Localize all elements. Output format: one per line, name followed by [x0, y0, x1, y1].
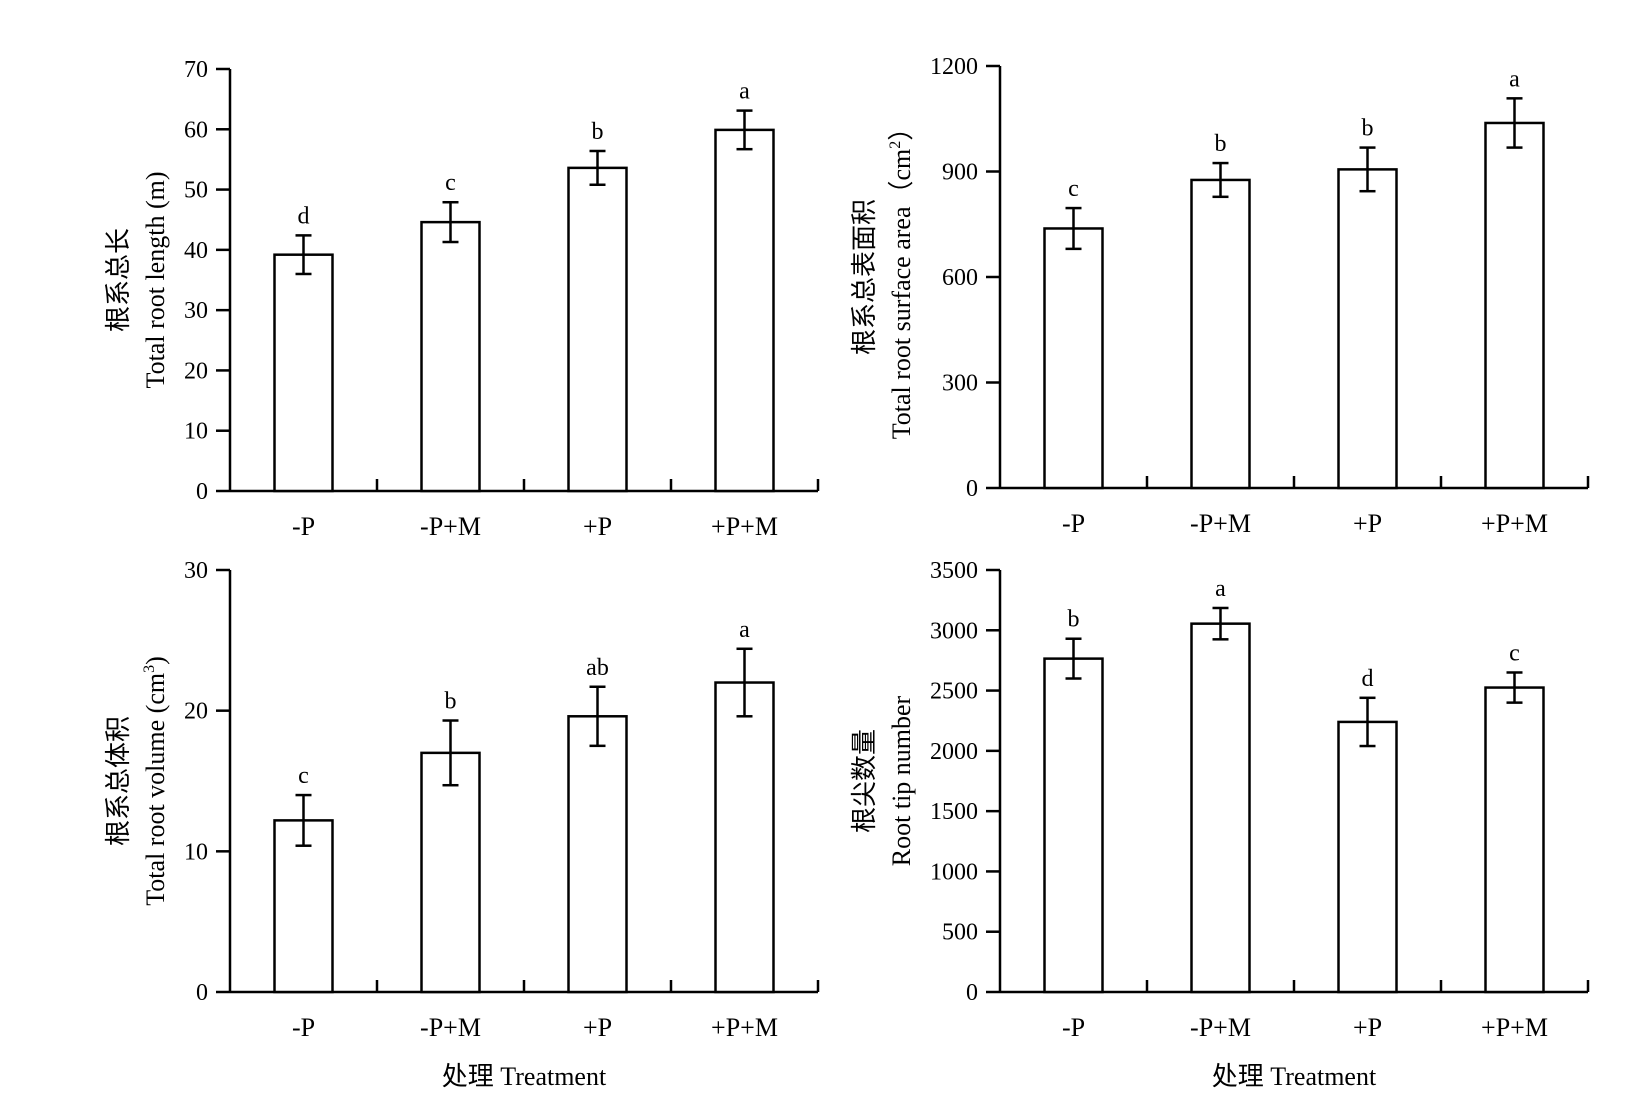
- category-label: +P+M: [1481, 1013, 1548, 1042]
- y-axis-label-en: Root tip number: [887, 695, 916, 866]
- y-axis-label-en: Total root volume (cm3): [141, 656, 170, 906]
- y-axis-label-superscript: 2: [887, 141, 904, 149]
- y-tick-label: 70: [184, 57, 208, 83]
- y-tick-label: 60: [184, 117, 208, 143]
- category-label: +P+M: [711, 1013, 778, 1042]
- y-tick-label: 40: [184, 238, 208, 264]
- bar: [273, 819, 334, 994]
- significance-letter: b: [1068, 607, 1080, 633]
- chart-panel-2: 0 300 600 900 1200 c -P b -P+M b +P a +P+M 根系总表面积 Tota…: [850, 54, 1590, 538]
- y-axis-label-cn: 根尖数量: [850, 729, 879, 833]
- y-tick-label: 50: [184, 178, 208, 204]
- y-tick-label: 20: [184, 699, 208, 725]
- bar: [1484, 121, 1545, 490]
- x-axis-label: 处理 Treatment: [442, 1062, 607, 1091]
- y-axis-label-cn: 根系总体积: [104, 716, 133, 846]
- bar: [567, 166, 628, 493]
- category-label: +P: [583, 1013, 612, 1042]
- significance-letter: c: [298, 763, 309, 789]
- y-tick-label: 0: [196, 980, 208, 1006]
- category-label: +P: [583, 512, 612, 541]
- bar: [714, 128, 775, 493]
- y-tick-label: 10: [184, 839, 208, 865]
- y-tick-label: 300: [942, 371, 978, 397]
- y-tick-label: 3500: [930, 558, 978, 584]
- y-axis-label-superscript: 3: [141, 665, 158, 673]
- y-tick-label: 900: [942, 160, 978, 186]
- y-axis-label-en: Total root surface area（cm2）: [887, 115, 916, 440]
- category-label: -P: [1062, 509, 1085, 538]
- significance-letter: b: [1215, 131, 1227, 157]
- category-label: -P: [292, 1013, 315, 1042]
- significance-letter: a: [739, 79, 750, 105]
- y-tick-label: 10: [184, 419, 208, 445]
- y-tick-label: 0: [966, 980, 978, 1006]
- significance-letter: c: [1509, 640, 1520, 666]
- bar: [1043, 227, 1104, 490]
- category-label: +P: [1353, 509, 1382, 538]
- x-axis-label: 处理 Treatment: [1212, 1062, 1377, 1091]
- significance-letter: a: [739, 617, 750, 643]
- y-tick-label: 1500: [930, 799, 978, 825]
- bar: [420, 751, 481, 994]
- y-tick-label: 20: [184, 358, 208, 384]
- y-tick-label: 2500: [930, 679, 978, 705]
- chart-panel-1: 0 10 20 30 40 50 60 70 d -P c -P+M b +P a +P+M 根系总长 Total…: [104, 57, 820, 541]
- bar: [1484, 686, 1545, 994]
- y-tick-label: 30: [184, 558, 208, 584]
- bar: [1337, 720, 1398, 994]
- category-label: -P+M: [1190, 509, 1251, 538]
- bar: [1337, 168, 1398, 490]
- y-axis-label-en: Total root length (m): [141, 172, 170, 389]
- y-tick-label: 1000: [930, 859, 978, 885]
- significance-letter: a: [1215, 576, 1226, 602]
- bar: [1043, 657, 1104, 994]
- bar: [1190, 178, 1251, 490]
- category-label: -P+M: [420, 1013, 481, 1042]
- y-axis-label-cn: 根系总长: [104, 228, 133, 332]
- bar: [420, 220, 481, 493]
- category-label: +P+M: [711, 512, 778, 541]
- chart-panel-4: 0 500 1000 1500 2000 2500 3000 3500 b -P a -P+M d +P c…: [850, 558, 1590, 1091]
- chart-panel-3: 0 10 20 30 c -P b -P+M ab +P a +P+M 根系总体积 Total root …: [104, 558, 820, 1091]
- significance-letter: d: [1362, 666, 1374, 692]
- significance-letter: b: [592, 119, 604, 145]
- category-label: -P: [1062, 1013, 1085, 1042]
- significance-letter: ab: [586, 655, 609, 681]
- bar: [714, 681, 775, 994]
- category-label: +P+M: [1481, 509, 1548, 538]
- category-label: +P: [1353, 1013, 1382, 1042]
- y-tick-label: 1200: [930, 54, 978, 80]
- bar: [273, 253, 334, 493]
- bar: [1190, 622, 1251, 994]
- y-tick-label: 0: [196, 479, 208, 505]
- category-label: -P+M: [420, 512, 481, 541]
- bar: [567, 715, 628, 994]
- significance-letter: d: [298, 203, 310, 229]
- y-tick-label: 500: [942, 920, 978, 946]
- significance-letter: b: [445, 689, 457, 715]
- y-axis-label-cn: 根系总表面积: [850, 199, 879, 355]
- significance-letter: c: [1068, 176, 1079, 202]
- y-tick-label: 600: [942, 265, 978, 291]
- y-tick-label: 0: [966, 476, 978, 502]
- significance-letter: b: [1362, 116, 1374, 142]
- significance-letter: a: [1509, 66, 1520, 92]
- category-label: -P: [292, 512, 315, 541]
- y-tick-label: 3000: [930, 618, 978, 644]
- category-label: -P+M: [1190, 1013, 1251, 1042]
- y-tick-label: 30: [184, 298, 208, 324]
- significance-letter: c: [445, 170, 456, 196]
- y-tick-label: 2000: [930, 739, 978, 765]
